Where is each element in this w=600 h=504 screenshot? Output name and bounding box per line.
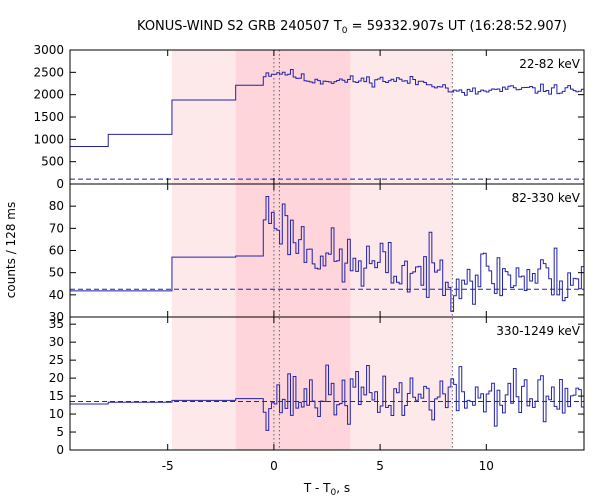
x-tick-label-1: 0 xyxy=(270,459,278,473)
panel-label-1: 82-330 keV xyxy=(512,191,581,205)
tick-layer xyxy=(70,49,584,451)
vertical-marker-layer xyxy=(273,50,453,450)
y-tick-label-1-0: 30 xyxy=(49,310,64,324)
y-tick-label-2-5: 25 xyxy=(49,353,64,367)
panel-label-0: 22-82 keV xyxy=(519,57,581,71)
y-tick-label-1-5: 80 xyxy=(49,199,64,213)
light-curve-layer xyxy=(70,69,584,431)
light-curve-1 xyxy=(70,195,584,312)
x-axis-title-subscript: 0 xyxy=(331,488,337,498)
y-tick-label-0-0: 0 xyxy=(56,177,64,191)
y-tick-label-2-2: 10 xyxy=(49,407,64,421)
x-tick-label-0: -5 xyxy=(162,459,174,473)
y-tick-label-2-4: 20 xyxy=(49,371,64,385)
y-tick-label-0-2: 1000 xyxy=(33,132,64,146)
chart-title-subscript: 0 xyxy=(342,26,348,36)
y-tick-label-0-3: 1500 xyxy=(33,110,64,124)
y-tick-label-2-7: 35 xyxy=(49,317,64,331)
y-tick-label-0-6: 3000 xyxy=(33,43,64,57)
x-axis-title-rest: , s xyxy=(336,481,350,495)
y-tick-label-1-1: 40 xyxy=(49,288,64,302)
text-layer: KONUS-WIND S2 GRB 240507 T0 = 59332.907s… xyxy=(4,19,581,498)
chart-title-rest: = 59332.907s UT (16:28:52.907) xyxy=(348,19,567,34)
panel-frame-2 xyxy=(69,316,585,451)
y-axis-title: counts / 128 ms xyxy=(4,202,18,298)
x-axis-title: T - T0, s xyxy=(303,481,350,498)
y-tick-label-1-4: 70 xyxy=(49,221,64,235)
y-tick-label-0-5: 2500 xyxy=(33,65,64,79)
light-curve-2 xyxy=(70,364,584,431)
y-tick-label-2-3: 15 xyxy=(49,389,64,403)
chart-title: KONUS-WIND S2 GRB 240507 T0 = 59332.907s… xyxy=(137,19,567,36)
y-tick-label-2-0: 0 xyxy=(56,443,64,457)
panel-label-2: 330-1249 keV xyxy=(496,324,580,338)
y-tick-label-0-1: 500 xyxy=(41,155,64,169)
y-tick-label-0-4: 2000 xyxy=(33,88,64,102)
y-tick-label-2-1: 5 xyxy=(56,425,64,439)
y-tick-label-1-3: 60 xyxy=(49,244,64,258)
x-tick-label-3: 10 xyxy=(479,459,494,473)
x-tick-label-2: 5 xyxy=(376,459,384,473)
y-tick-label-2-6: 30 xyxy=(49,335,64,349)
light-curve-0 xyxy=(70,69,584,147)
y-tick-label-1-2: 50 xyxy=(49,266,64,280)
